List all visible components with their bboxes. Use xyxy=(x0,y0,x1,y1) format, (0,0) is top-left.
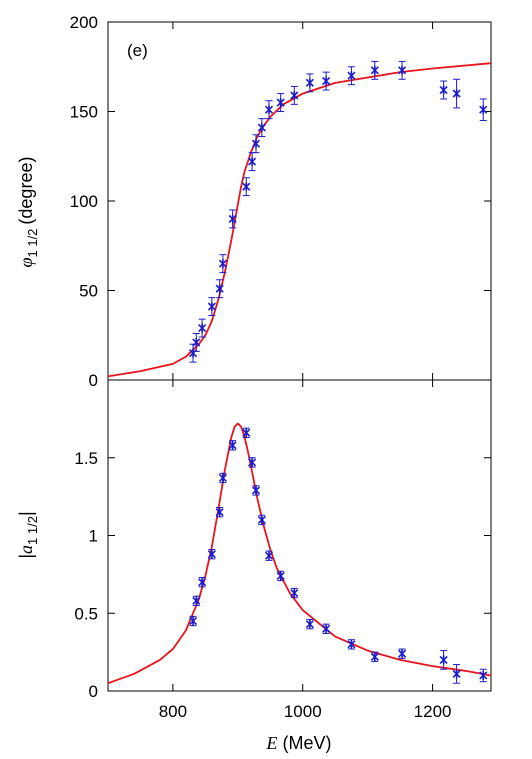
bottom-data-point xyxy=(305,618,314,630)
top-data-point xyxy=(322,71,331,91)
bottom-data-point xyxy=(248,457,257,468)
top-data-point xyxy=(228,209,237,229)
xtick-label: 1000 xyxy=(284,702,322,721)
bottom-data-point xyxy=(398,648,407,659)
top-ytick-label: 100 xyxy=(70,192,98,211)
top-data-point xyxy=(347,66,356,86)
top-ytick-label: 150 xyxy=(70,103,98,122)
bottom-data-point xyxy=(198,576,207,588)
top-data-point xyxy=(452,78,461,109)
top-data-point xyxy=(188,343,198,363)
bottom-ytick-label: 1.5 xyxy=(74,449,98,468)
bottom-data-point xyxy=(290,587,299,599)
bottom-data-point xyxy=(251,485,261,496)
bottom-data-point xyxy=(264,550,274,561)
bottom-plot-frame xyxy=(107,379,492,692)
bottom-data-point xyxy=(370,651,379,662)
bottom-ytick-label: 1 xyxy=(89,527,98,546)
top-ylabel: φ1 1/2 (degree) xyxy=(16,157,40,268)
bottom-data-point xyxy=(215,507,224,518)
bottom-data-point xyxy=(218,472,227,484)
top-ytick-label: 50 xyxy=(79,282,98,301)
bottom-data-point xyxy=(347,639,356,650)
xtick-label: 1200 xyxy=(414,702,452,721)
top-ylabel-subscript: 1 1/2 xyxy=(25,229,40,258)
bottom-data-point xyxy=(452,664,461,684)
bottom-ylabel-symbol: a xyxy=(16,545,36,554)
top-ylabel-unit: (degree) xyxy=(16,157,36,225)
bottom-data-point xyxy=(242,427,251,439)
top-data-point xyxy=(479,98,488,121)
bottom-data-point xyxy=(276,570,285,582)
bottom-data-point xyxy=(257,514,266,526)
top-data-point xyxy=(370,60,379,80)
bottom-ytick-label: 0 xyxy=(89,682,98,701)
bottom-panel: 0 0.5 1 1.5 800 1000 1200 xyxy=(74,379,492,721)
x-axis-label-symbol: E xyxy=(266,733,278,753)
top-data-point xyxy=(215,279,224,299)
top-data-point xyxy=(257,118,266,138)
panel-label: (e) xyxy=(127,41,148,60)
top-data-point xyxy=(207,297,216,317)
bottom-ylabel-bar-right: | xyxy=(16,511,36,516)
top-data-point xyxy=(276,93,285,112)
top-data-point xyxy=(192,332,201,352)
bottom-data-point xyxy=(228,440,237,451)
x-axis-label-unit: (MeV) xyxy=(283,733,332,753)
xtick-label: 800 xyxy=(159,702,187,721)
bottom-data-point xyxy=(439,650,448,670)
top-fit-curve xyxy=(107,62,492,378)
top-data-point xyxy=(264,100,274,120)
top-ytick-label: 200 xyxy=(70,13,98,32)
bottom-ylabel-subscript: 1 1/2 xyxy=(25,516,40,545)
top-plot-frame xyxy=(107,21,492,381)
bottom-ylabel-bar-left: | xyxy=(16,554,36,559)
top-data-point xyxy=(439,80,448,100)
bottom-ytick-label: 0.5 xyxy=(74,604,98,623)
bottom-data-point xyxy=(207,548,216,560)
bottom-data-point xyxy=(479,668,488,683)
top-data-point xyxy=(290,85,299,105)
top-panel: 0 50 100 150 200 xyxy=(70,13,492,390)
top-data-point xyxy=(398,60,407,80)
top-data-point xyxy=(251,134,261,154)
top-ytick-label: 0 xyxy=(89,371,98,390)
top-data-point xyxy=(305,73,314,93)
top-data-point xyxy=(242,177,251,197)
top-data-point xyxy=(198,318,207,338)
x-axis-label: E (MeV) xyxy=(266,733,332,753)
top-data-point xyxy=(248,152,257,172)
bottom-ylabel: |a1 1/2| xyxy=(16,511,40,558)
bottom-fit-curve xyxy=(107,422,492,685)
top-data-point xyxy=(218,254,227,274)
bottom-data-point xyxy=(188,615,198,627)
bottom-data-point xyxy=(322,623,331,634)
top-ylabel-symbol: φ xyxy=(16,257,36,267)
bottom-data-point xyxy=(192,595,201,606)
